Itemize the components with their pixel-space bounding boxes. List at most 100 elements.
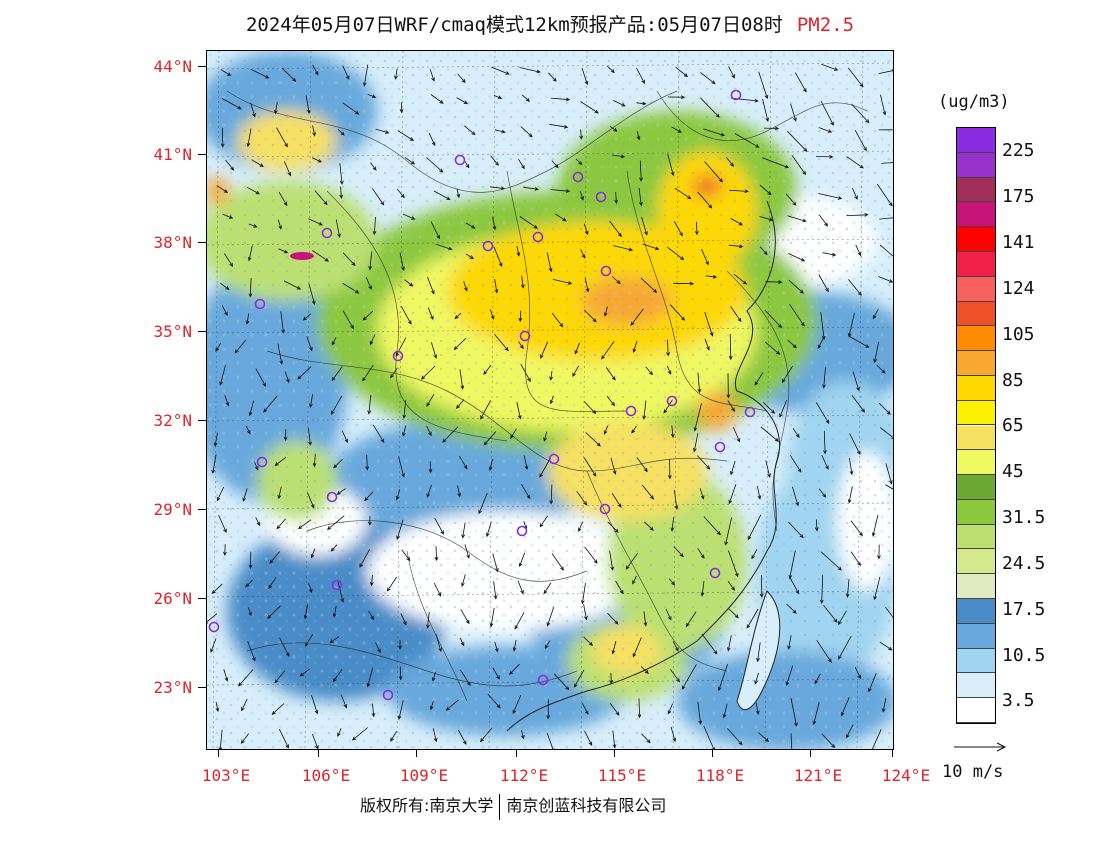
legend-label: 141: [1002, 232, 1035, 253]
wind-vector: [494, 279, 499, 294]
wind-vector: [790, 697, 798, 727]
wind-vector: [248, 400, 255, 417]
wind-vector: [877, 544, 881, 560]
wind-vector: [636, 131, 641, 141]
wind-vector: [428, 132, 436, 147]
wind-vector: [277, 219, 282, 230]
wind-vector: [219, 364, 226, 386]
wind-vector: [855, 244, 862, 257]
wind-vector: [493, 95, 503, 99]
wind-vector: [631, 425, 637, 434]
wind-vector: [670, 726, 677, 743]
wind-vector: [330, 395, 343, 415]
wind-vector: [299, 668, 310, 677]
wind-vector: [331, 337, 337, 346]
wind-vector: [327, 515, 345, 530]
wind-vector: [580, 101, 599, 114]
wind-vector: [851, 395, 866, 413]
wind-vector: [342, 102, 360, 115]
wind-vector: [873, 576, 881, 601]
wind-vector: [485, 521, 492, 538]
wind-vector: [359, 549, 370, 568]
wind-vector: [337, 728, 342, 737]
wind-vector: [427, 276, 435, 295]
wind-vector: [426, 393, 435, 407]
wind-vector: [722, 703, 728, 719]
wind-vector: [269, 551, 280, 564]
wind-vector: [726, 373, 731, 399]
colorbar-swatch: [957, 202, 995, 228]
wind-vector: [670, 304, 686, 321]
wind-vector: [643, 611, 648, 627]
wind-vector: [585, 432, 601, 447]
wind-vector: [847, 67, 864, 88]
colorbar: [956, 127, 996, 724]
wind-vector: [457, 729, 467, 745]
wind-vector: [312, 733, 319, 749]
wind-vector: [838, 610, 847, 626]
wind-vector: [521, 94, 530, 102]
wind-vector: [281, 67, 297, 82]
wind-vector: [583, 604, 588, 621]
wind-vector: [341, 430, 348, 444]
wind-vector: [728, 66, 735, 79]
wind-vector: [312, 64, 319, 76]
wind-vector: [699, 488, 705, 500]
wind-vector: [283, 429, 288, 442]
wind-vector: [787, 635, 792, 650]
lat-label-41n: 41°N: [153, 145, 192, 164]
wind-vector: [276, 518, 286, 530]
pm25-forecast-map[interactable]: [206, 50, 894, 750]
wind-vector: [601, 341, 615, 360]
wind-vector: [643, 521, 654, 531]
wind-vector: [400, 306, 412, 325]
wind-vector: [849, 433, 861, 456]
wind-vector: [278, 191, 288, 207]
wind-vector: [728, 608, 739, 619]
wind-vector: [609, 125, 618, 132]
wind-vector: [789, 454, 802, 473]
wind-vector: [220, 69, 232, 76]
wind-vector: [238, 669, 254, 687]
wind-vector: [728, 244, 744, 249]
wind-vector: [222, 213, 234, 219]
colorbar-swatch: [957, 177, 995, 203]
wind-vector: [308, 218, 323, 226]
wind-vector: [728, 334, 733, 361]
wind-vector: [849, 457, 854, 476]
colorbar-swatch: [957, 301, 995, 327]
wind-vector: [697, 191, 713, 209]
wind-vector: [459, 637, 465, 647]
wind-vector: [330, 544, 338, 552]
wind-vector: [224, 253, 233, 267]
wind-vector: [426, 157, 444, 173]
wind-vectors: [207, 63, 893, 749]
wind-vector: [516, 401, 522, 420]
legend-label: 24.5: [1002, 553, 1046, 574]
wind-vector: [309, 393, 314, 408]
wind-vector: [278, 248, 289, 254]
lat-label-35n: 35°N: [153, 322, 192, 341]
wind-vector: [234, 339, 247, 354]
wind-vector: [369, 334, 376, 346]
wind-vector: [494, 641, 499, 653]
wind-vector: [245, 425, 251, 435]
wind-vector: [697, 548, 705, 559]
wind-vector: [210, 638, 217, 653]
wind-vector: [493, 246, 503, 267]
lat-label-38n: 38°N: [153, 233, 192, 252]
wind-vector: [573, 669, 585, 688]
wind-vector: [790, 733, 794, 749]
wind-vector: [302, 313, 312, 321]
wind-vector: [518, 341, 524, 350]
wind-vector: [368, 251, 373, 271]
wind-vector: [509, 663, 520, 675]
wind-vector: [404, 279, 414, 287]
wind-vector: [491, 66, 510, 75]
wind-vector: [878, 68, 893, 74]
wind-vector: [480, 400, 491, 420]
wind-vector: [464, 125, 476, 136]
wind-vector: [727, 728, 743, 746]
lon-label-115e: 115°E: [597, 766, 647, 785]
wind-vector: [693, 433, 699, 453]
